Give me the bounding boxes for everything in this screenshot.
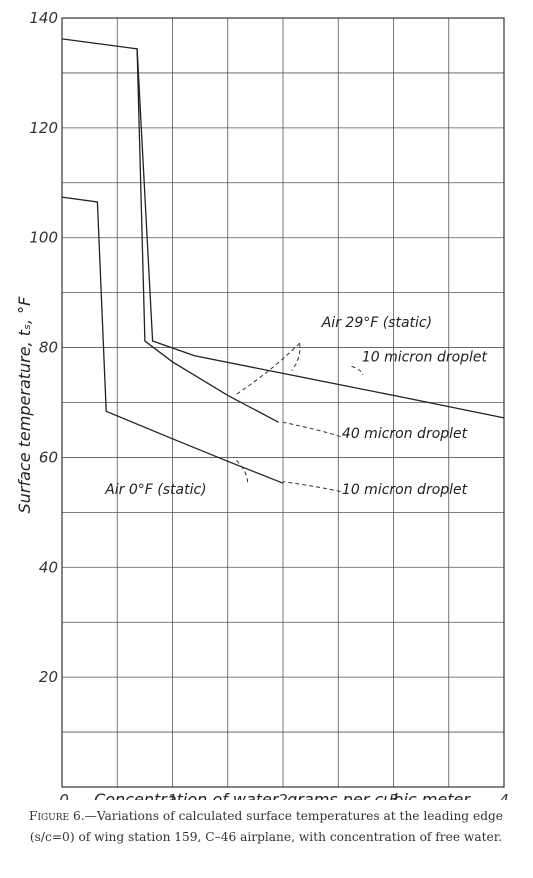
annotation-leader — [351, 365, 364, 376]
y-tick-labels: 20 40 60 80 100 120 140 — [29, 9, 58, 686]
caption-text: —Variations of calculated surface temper… — [29, 809, 504, 844]
annotation-leader — [282, 421, 341, 438]
y-tick-label: 60 — [39, 448, 58, 466]
plot-border — [61, 17, 505, 788]
chart: 0 1 2 3 4 20 40 60 80 100 120 140 Concentration of… — [15, 9, 509, 800]
x-tick-label: 4 — [499, 791, 509, 800]
y-tick-label: 140 — [29, 9, 58, 27]
series-lines — [61, 38, 505, 484]
y-tick-label: 80 — [39, 339, 58, 357]
plot-frame — [61, 17, 505, 788]
figure-caption: Figure 6.—Variations of calculated surfa… — [6, 806, 526, 848]
y-tick-label: 40 — [39, 558, 58, 576]
x-tick-label: 2 — [278, 791, 288, 800]
annotation-leaders — [234, 342, 364, 492]
annotation-leader — [291, 343, 301, 371]
x-axis-title: Concentration of water, grams per cubic … — [94, 790, 471, 800]
x-tick-labels: 0 1 2 3 4 — [59, 791, 509, 800]
annotation-leader — [234, 458, 249, 483]
annotation-label: 10 micron droplet — [362, 349, 488, 365]
annotation-leader — [236, 342, 300, 395]
y-tick-label: 120 — [29, 119, 58, 137]
x-tick-label: 3 — [389, 791, 399, 800]
annotation-label: Air 29°F (static) — [321, 315, 432, 331]
annotation-label: 10 micron droplet — [342, 482, 468, 498]
y-axis-title: Surface temperature, tₛ, °F — [15, 296, 34, 514]
y-tick-label: 20 — [39, 668, 58, 686]
annotations: Air 29°F (static) 10 micron droplet 40 mic… — [104, 315, 487, 498]
x-tick-label: 0 — [59, 791, 69, 800]
annotation-label: 40 micron droplet — [342, 426, 468, 442]
series-line-2 — [136, 48, 279, 423]
annotation-leader — [282, 481, 341, 492]
series-line-3 — [61, 196, 284, 484]
y-tick-label: 100 — [29, 229, 58, 247]
x-tick-label: 1 — [168, 791, 178, 800]
annotation-label: Air 0°F (static) — [104, 482, 206, 498]
caption-label: Figure 6. — [28, 809, 85, 823]
grid — [62, 18, 504, 787]
